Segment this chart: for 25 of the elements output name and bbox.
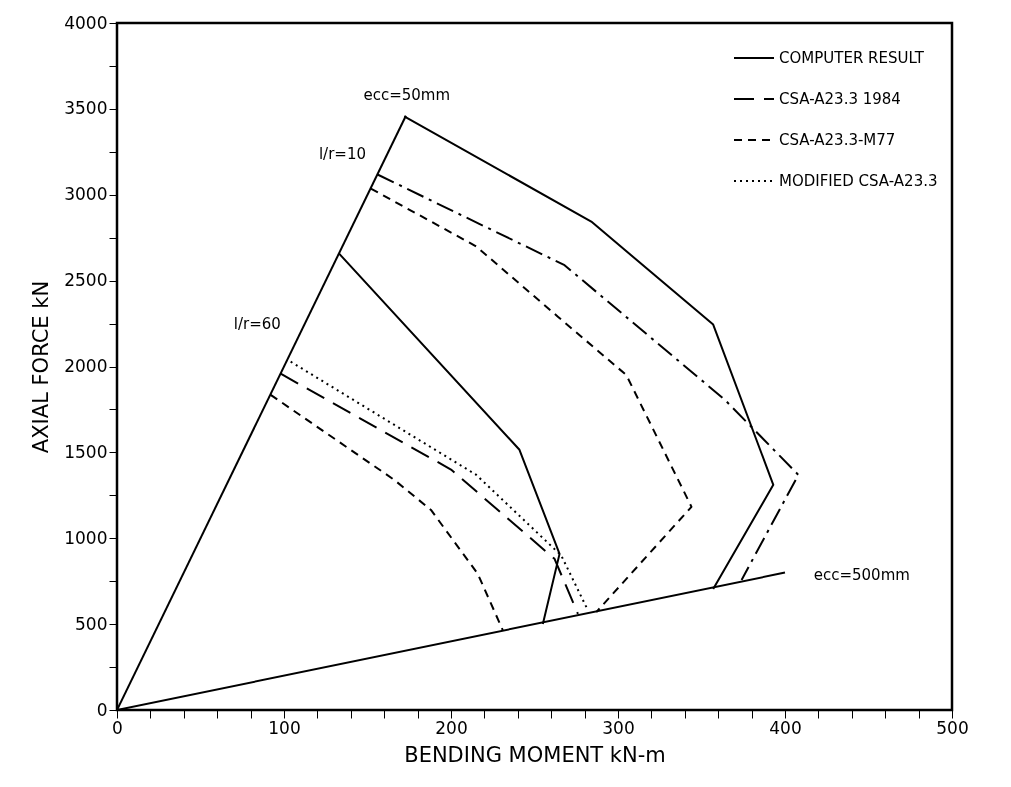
y-tick-label: 3500 xyxy=(64,98,108,119)
y-tick-label: 1500 xyxy=(64,441,108,462)
y-tick-label: 1000 xyxy=(64,527,108,548)
x-axis-title: BENDING MOMENT kN-m xyxy=(404,742,666,767)
y-tick-label: 3000 xyxy=(64,184,108,205)
x-tick-label: 400 xyxy=(769,717,802,738)
x-tick-label: 200 xyxy=(435,717,468,738)
legend-label: CSA-A23.3 1984 xyxy=(779,90,901,108)
y-tick-label: 500 xyxy=(75,613,108,634)
x-tick-label: 300 xyxy=(602,717,635,738)
x-tick-label: 0 xyxy=(112,717,123,738)
y-tick-label: 4000 xyxy=(64,12,108,33)
annotation: l/r=60 xyxy=(233,315,281,333)
annotation: ecc=50mm xyxy=(363,86,451,104)
x-tick-label: 500 xyxy=(936,717,969,738)
y-tick-label: 2500 xyxy=(64,270,108,291)
legend-label: CSA-A23.3-M77 xyxy=(779,131,896,149)
annotation: ecc=500mm xyxy=(813,566,910,584)
y-axis-title: AXIAL FORCE kN xyxy=(29,280,54,454)
y-tick-label: 2000 xyxy=(64,356,108,376)
x-tick-label: 100 xyxy=(268,717,301,738)
y-tick-label: 0 xyxy=(96,699,108,720)
legend-label: MODIFIED CSA-A23.3 xyxy=(779,172,938,190)
legend-label: COMPUTER RESULT xyxy=(779,49,925,67)
annotation: l/r=10 xyxy=(318,145,366,163)
